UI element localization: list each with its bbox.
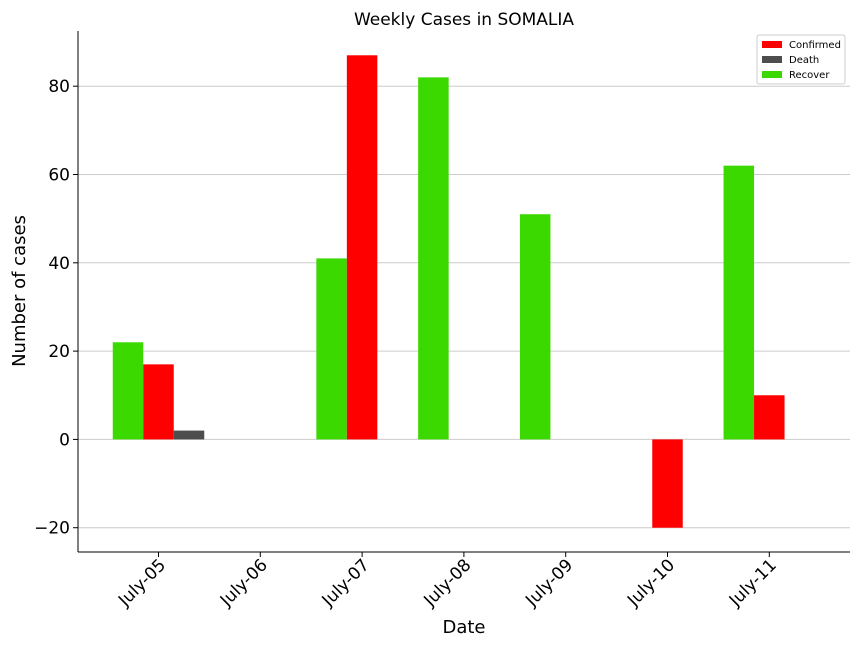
bar-recover [723,165,755,440]
bar-recover [316,258,347,440]
y-tick-label: 60 [48,165,70,185]
y-tick-label: 0 [59,430,70,450]
bars [112,55,785,528]
chart-title: Weekly Cases in SOMALIA [354,10,574,30]
x-tick-label: July-07 [318,555,374,611]
bar-confirmed [652,439,683,528]
legend-label-death: Death [789,55,819,66]
legend: Confirmed Death Recover [756,34,846,85]
x-tick-label: July-09 [521,555,577,611]
legend-label-recover: Recover [789,70,830,81]
bar-confirmed [754,395,785,440]
x-tick-label: July-10 [623,555,679,611]
legend-swatch-death [762,56,782,63]
bar-death [173,430,205,440]
bar-recover [519,214,551,440]
bar-confirmed [143,364,174,440]
x-ticks: July-05 July-06 July-07 July-08 July-09 July-… [114,552,781,611]
y-tick-label: 80 [48,77,70,97]
bar-recover [418,77,449,440]
bar-recover [112,342,144,440]
x-tick-label: July-11 [725,555,781,611]
gridlines [78,85,850,529]
legend-swatch-recover [762,71,782,78]
y-tick-label: −20 [34,519,70,539]
x-tick-label: July-06 [216,555,272,611]
x-axis-label: Date [442,617,485,638]
y-axis-label: Number of cases [9,215,30,367]
y-tick-label: 40 [48,254,70,274]
x-tick-label: July-05 [114,555,170,611]
y-tick-label: 20 [48,342,70,362]
x-tick-label: July-08 [420,555,476,611]
bar-confirmed [346,55,378,440]
legend-label-confirmed: Confirmed [789,40,841,51]
legend-swatch-confirmed [762,41,782,48]
y-ticks: −20 0 20 40 60 80 [34,77,78,539]
